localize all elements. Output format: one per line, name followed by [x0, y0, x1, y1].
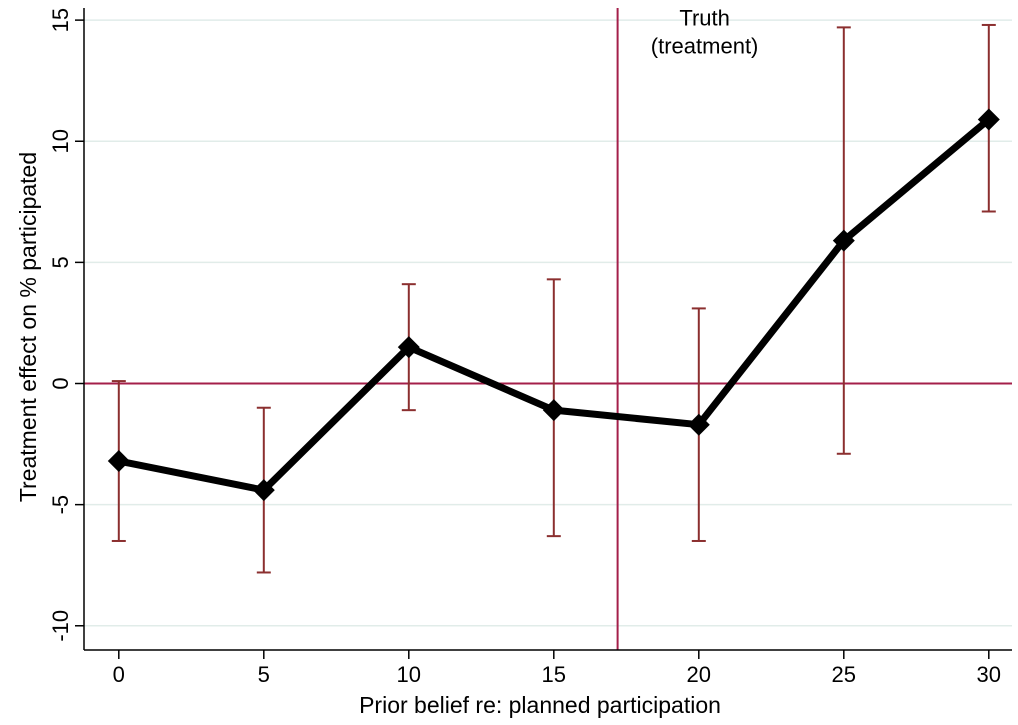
y-tick-label: 10	[48, 129, 73, 153]
data-markers	[107, 108, 1000, 502]
x-tick-label: 30	[977, 662, 1001, 687]
x-tick-label: 15	[542, 662, 566, 687]
y-tick-label: 5	[48, 256, 73, 268]
x-tick-label: 25	[832, 662, 856, 687]
data-point	[107, 450, 130, 473]
reference-lines	[84, 8, 1012, 650]
gridlines	[84, 19, 1012, 627]
data-point	[687, 413, 710, 436]
y-tick-label: 0	[48, 377, 73, 389]
x-tick-label: 0	[113, 662, 125, 687]
error-bars	[111, 23, 996, 574]
y-tick-label: -5	[48, 495, 73, 515]
data-point	[832, 229, 855, 252]
x-tick-label: 10	[397, 662, 421, 687]
data-point	[397, 336, 420, 359]
annotation-truth-line2: (treatment)	[651, 33, 759, 58]
annotation-truth-line1: Truth	[679, 5, 730, 30]
y-axis-title: Treatment effect on % participated	[15, 152, 41, 502]
data-point	[542, 399, 565, 422]
x-tick-label: 20	[687, 662, 711, 687]
axes	[75, 8, 1012, 659]
y-tick-label: -10	[48, 610, 73, 642]
x-tick-label: 5	[258, 662, 270, 687]
x-axis-title: Prior belief re: planned participation	[359, 692, 721, 718]
y-tick-label: 15	[48, 8, 73, 32]
data-point	[977, 108, 1000, 131]
tick-labels: -10 -5 0 5 10 15 0 5 10 15 20 25 30	[48, 8, 1001, 687]
data-point	[252, 479, 275, 502]
